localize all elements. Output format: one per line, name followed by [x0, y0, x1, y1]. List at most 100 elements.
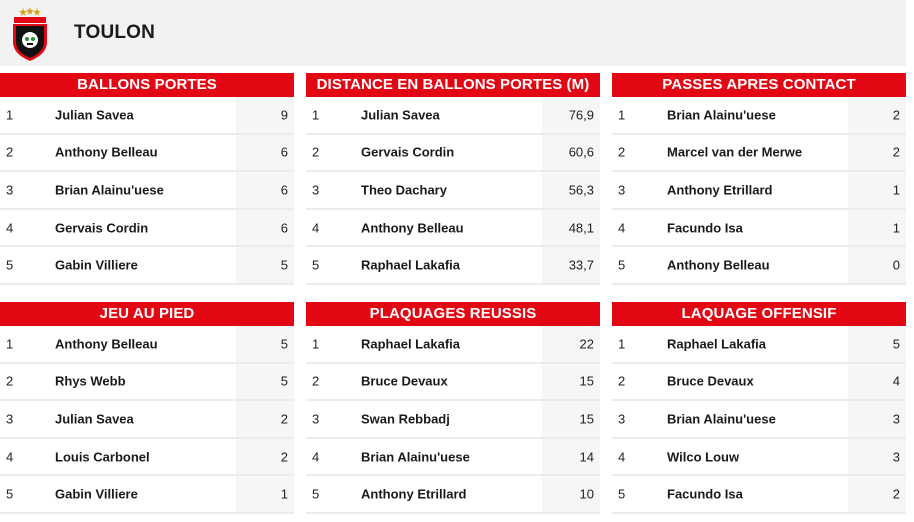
player-name: Theo Dachary — [361, 182, 447, 198]
table-row: 4 Wilco Louw 3 — [612, 438, 906, 477]
stat-value: 2 — [280, 449, 288, 465]
player-name: Anthony Etrillard — [667, 182, 773, 198]
rank: 2 — [618, 144, 626, 160]
rank: 4 — [312, 220, 320, 236]
player-name: Anthony Belleau — [55, 336, 158, 352]
table-title: PASSES APRES CONTACT — [612, 73, 906, 97]
table-row: 2 Bruce Devaux 4 — [612, 363, 906, 402]
team-name: TOULON — [74, 22, 156, 43]
stat-value: 5 — [280, 373, 288, 389]
player-name: Brian Alainu'uese — [667, 107, 776, 123]
player-name: Brian Alainu'uese — [361, 449, 470, 465]
rank: 3 — [312, 411, 320, 427]
rank: 2 — [6, 144, 14, 160]
table-row: 2 Anthony Belleau 6 — [0, 134, 294, 173]
rank: 5 — [618, 257, 626, 273]
table-row: 5 Facundo Isa 2 — [612, 476, 906, 514]
stat-value: 2 — [892, 144, 900, 160]
player-name: Facundo Isa — [667, 220, 743, 236]
rank: 4 — [6, 220, 14, 236]
table-row: 3 Theo Dachary 56,3 — [306, 172, 600, 210]
rank: 4 — [6, 449, 14, 465]
table-title: DISTANCE EN BALLONS PORTES (M) — [306, 73, 600, 97]
rank: 5 — [312, 486, 320, 502]
player-name: Anthony Belleau — [667, 257, 770, 273]
rank: 5 — [6, 486, 14, 502]
rank: 3 — [618, 182, 626, 198]
stat-value: 6 — [280, 144, 288, 160]
table-row: 4 Anthony Belleau 48,1 — [306, 209, 600, 248]
stat-value: 5 — [892, 336, 900, 352]
table-row: 3 Swan Rebbadj 15 — [306, 401, 600, 439]
stats-table-passes-apres-contact: PASSES APRES CONTACT 1 Brian Alainu'uese 2… — [612, 73, 906, 285]
rank: 1 — [312, 107, 320, 123]
rank: 5 — [312, 257, 320, 273]
table-row: 3 Anthony Etrillard 1 — [612, 172, 906, 210]
stats-table-distance: DISTANCE EN BALLONS PORTES (M) 1 Julian S… — [306, 73, 600, 285]
rank: 3 — [6, 411, 14, 427]
stat-value: 4 — [892, 373, 900, 389]
table-row: 5 Raphael Lakafia 33,7 — [306, 247, 600, 285]
player-name: Gabin Villiere — [55, 486, 138, 502]
stat-value: 1 — [892, 220, 900, 236]
stats-table-jeu-au-pied: JEU AU PIED 1 Anthony Belleau 5 2 Rhys Webb… — [0, 302, 294, 514]
table-row: 1 Anthony Belleau 5 — [0, 326, 294, 364]
player-name: Julian Savea — [361, 107, 440, 123]
stat-value: 15 — [579, 373, 594, 389]
table-title: PLAQUAGES REUSSIS — [306, 302, 600, 326]
table-row: 3 Brian Alainu'uese 6 — [0, 172, 294, 210]
stat-value: 2 — [892, 107, 900, 123]
rank: 1 — [312, 336, 320, 352]
player-name: Marcel van der Merwe — [667, 144, 803, 160]
stat-value: 9 — [280, 107, 288, 123]
player-name: Julian Savea — [55, 411, 134, 427]
table-row: 5 Gabin Villiere 1 — [0, 476, 294, 514]
player-name: Gervais Cordin — [361, 144, 455, 160]
player-name: Louis Carbonel — [55, 449, 150, 465]
rank: 4 — [312, 449, 320, 465]
rank: 4 — [618, 220, 626, 236]
player-name: Raphael Lakafia — [361, 336, 460, 352]
stat-value: 2 — [892, 486, 900, 502]
table-row: 1 Brian Alainu'uese 2 — [612, 97, 906, 135]
rank: 3 — [312, 182, 320, 198]
table-row: 2 Rhys Webb 5 — [0, 363, 294, 402]
table-row: 1 Raphael Lakafia 5 — [612, 326, 906, 364]
stat-value: 3 — [892, 411, 900, 427]
player-name: Gabin Villiere — [55, 257, 138, 273]
rank: 1 — [618, 336, 626, 352]
rank: 3 — [6, 182, 14, 198]
player-name: Anthony Etrillard — [361, 486, 467, 502]
table-row: 1 Julian Savea 76,9 — [306, 97, 600, 135]
rank: 1 — [6, 107, 14, 123]
rank: 5 — [6, 257, 14, 273]
table-row: 4 Brian Alainu'uese 14 — [306, 438, 600, 477]
table-row: 1 Raphael Lakafia 22 — [306, 326, 600, 364]
stat-value: 76,9 — [568, 107, 594, 123]
stat-value: 0 — [892, 257, 900, 273]
rank: 2 — [618, 373, 626, 389]
table-row: 2 Bruce Devaux 15 — [306, 363, 600, 402]
stat-value: 15 — [579, 411, 594, 427]
rank: 2 — [6, 373, 14, 389]
player-name: Facundo Isa — [667, 486, 743, 502]
player-name: Anthony Belleau — [361, 220, 464, 236]
stat-value: 3 — [892, 449, 900, 465]
stat-value: 22 — [579, 336, 594, 352]
stats-table-plaquages-reussis: PLAQUAGES REUSSIS 1 Raphael Lakafia 22 2 Br… — [306, 302, 600, 514]
player-name: Raphael Lakafia — [667, 336, 766, 352]
stat-value: 1 — [280, 486, 288, 502]
rank: 2 — [312, 144, 320, 160]
rank: 5 — [618, 486, 626, 502]
player-name: Brian Alainu'uese — [55, 182, 164, 198]
stat-value: 10 — [579, 486, 594, 502]
stat-value: 33,7 — [568, 257, 594, 273]
player-name: Rhys Webb — [55, 373, 126, 389]
table-row: 5 Gabin Villiere 5 — [0, 247, 294, 285]
stat-value: 5 — [280, 336, 288, 352]
stat-value: 6 — [280, 182, 288, 198]
table-title: BALLONS PORTES — [0, 73, 294, 97]
rank: 2 — [312, 373, 320, 389]
player-name: Gervais Cordin — [55, 220, 149, 236]
stat-value: 1 — [892, 182, 900, 198]
